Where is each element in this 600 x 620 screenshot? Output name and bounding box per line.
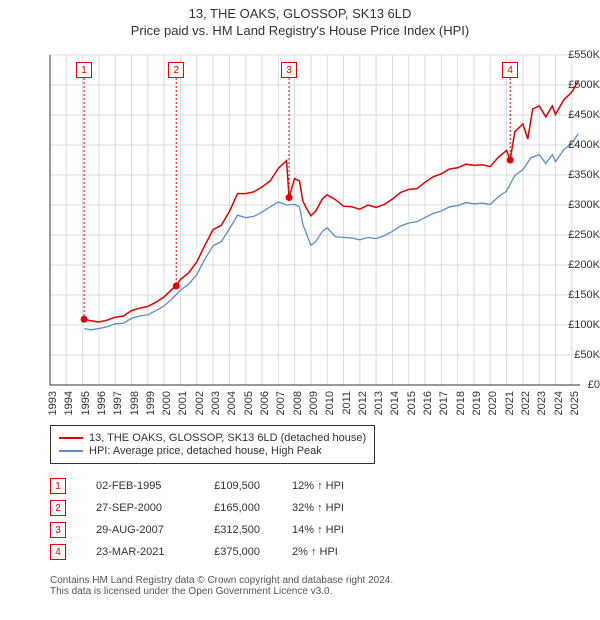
chart-legend: 13, THE OAKS, GLOSSOP, SK13 6LD (detache… (50, 425, 375, 464)
x-axis-tick: 2004 (226, 391, 238, 415)
x-axis-tick: 2023 (536, 391, 548, 415)
y-axis-tick: £550K (555, 49, 600, 61)
x-axis-tick: 2000 (161, 391, 173, 415)
y-axis-tick: £50K (555, 349, 600, 361)
y-axis-tick: £500K (555, 79, 600, 91)
sale-price: £312,500 (190, 524, 280, 536)
legend-label: 13, THE OAKS, GLOSSOP, SK13 6LD (detache… (89, 432, 366, 444)
x-axis-tick: 2001 (177, 391, 189, 415)
x-axis-tick: 1996 (96, 391, 108, 415)
sale-date: 23-MAR-2021 (78, 546, 178, 558)
x-axis-tick: 2013 (373, 391, 385, 415)
y-axis-tick: £150K (555, 289, 600, 301)
x-axis-tick: 2022 (520, 391, 532, 415)
y-axis-tick: £350K (555, 169, 600, 181)
sale-date: 02-FEB-1995 (78, 480, 178, 492)
row-marker: 4 (50, 544, 66, 560)
x-axis-tick: 1998 (129, 391, 141, 415)
sales-table: 1 02-FEB-1995 £109,500 12% ↑ HPI 2 27-SE… (50, 475, 382, 563)
x-axis-tick: 2025 (569, 391, 581, 415)
sale-price: £375,000 (190, 546, 280, 558)
x-axis-tick: 2018 (455, 391, 467, 415)
sale-vs-hpi: 2% ↑ HPI (292, 546, 382, 558)
legend-swatch (59, 450, 83, 452)
row-marker: 1 (50, 478, 66, 494)
y-axis-tick: £100K (555, 319, 600, 331)
table-row: 2 27-SEP-2000 £165,000 32% ↑ HPI (50, 497, 382, 519)
row-marker: 2 (50, 500, 66, 516)
x-axis-tick: 1994 (63, 391, 75, 415)
sale-date: 27-SEP-2000 (78, 502, 178, 514)
x-axis-tick: 2016 (422, 391, 434, 415)
table-row: 4 23-MAR-2021 £375,000 2% ↑ HPI (50, 541, 382, 563)
sale-marker-4: 4 (502, 62, 518, 78)
x-axis-tick: 2024 (553, 391, 565, 415)
row-marker: 3 (50, 522, 66, 538)
x-axis-tick: 2005 (243, 391, 255, 415)
sale-vs-hpi: 12% ↑ HPI (292, 480, 382, 492)
sale-marker-1: 1 (76, 62, 92, 78)
table-row: 3 29-AUG-2007 £312,500 14% ↑ HPI (50, 519, 382, 541)
data-attribution: Contains HM Land Registry data © Crown c… (50, 575, 393, 597)
sale-price: £109,500 (190, 480, 280, 492)
x-axis-tick: 2021 (504, 391, 516, 415)
sale-vs-hpi: 14% ↑ HPI (292, 524, 382, 536)
sale-vs-hpi: 32% ↑ HPI (292, 502, 382, 514)
y-axis-tick: £450K (555, 109, 600, 121)
y-axis-tick: £300K (555, 199, 600, 211)
sale-date: 29-AUG-2007 (78, 524, 178, 536)
x-axis-tick: 2017 (438, 391, 450, 415)
x-axis-tick: 1995 (80, 391, 92, 415)
x-axis-tick: 2014 (389, 391, 401, 415)
legend-item: HPI: Average price, detached house, High… (59, 445, 366, 457)
x-axis-tick: 2019 (471, 391, 483, 415)
x-axis-tick: 2015 (406, 391, 418, 415)
x-axis-tick: 1999 (145, 391, 157, 415)
x-axis-tick: 2012 (357, 391, 369, 415)
x-axis-tick: 2009 (308, 391, 320, 415)
sale-marker-2: 2 (168, 62, 184, 78)
x-axis-tick: 2006 (259, 391, 271, 415)
x-axis-tick: 2020 (487, 391, 499, 415)
x-axis-tick: 2003 (210, 391, 222, 415)
x-axis-tick: 2011 (341, 391, 353, 415)
y-axis-tick: £0 (555, 379, 600, 391)
x-axis-tick: 2007 (275, 391, 287, 415)
x-axis-tick: 2008 (292, 391, 304, 415)
x-axis-tick: 1997 (112, 391, 124, 415)
legend-label: HPI: Average price, detached house, High… (89, 445, 322, 457)
x-axis-tick: 2002 (194, 391, 206, 415)
legend-swatch (59, 437, 83, 439)
x-axis-tick: 2010 (324, 391, 336, 415)
legend-item: 13, THE OAKS, GLOSSOP, SK13 6LD (detache… (59, 432, 366, 444)
table-row: 1 02-FEB-1995 £109,500 12% ↑ HPI (50, 475, 382, 497)
x-axis-tick: 1993 (47, 391, 59, 415)
sale-marker-3: 3 (281, 62, 297, 78)
y-axis-tick: £250K (555, 229, 600, 241)
sale-price: £165,000 (190, 502, 280, 514)
y-axis-tick: £400K (555, 139, 600, 151)
y-axis-tick: £200K (555, 259, 600, 271)
